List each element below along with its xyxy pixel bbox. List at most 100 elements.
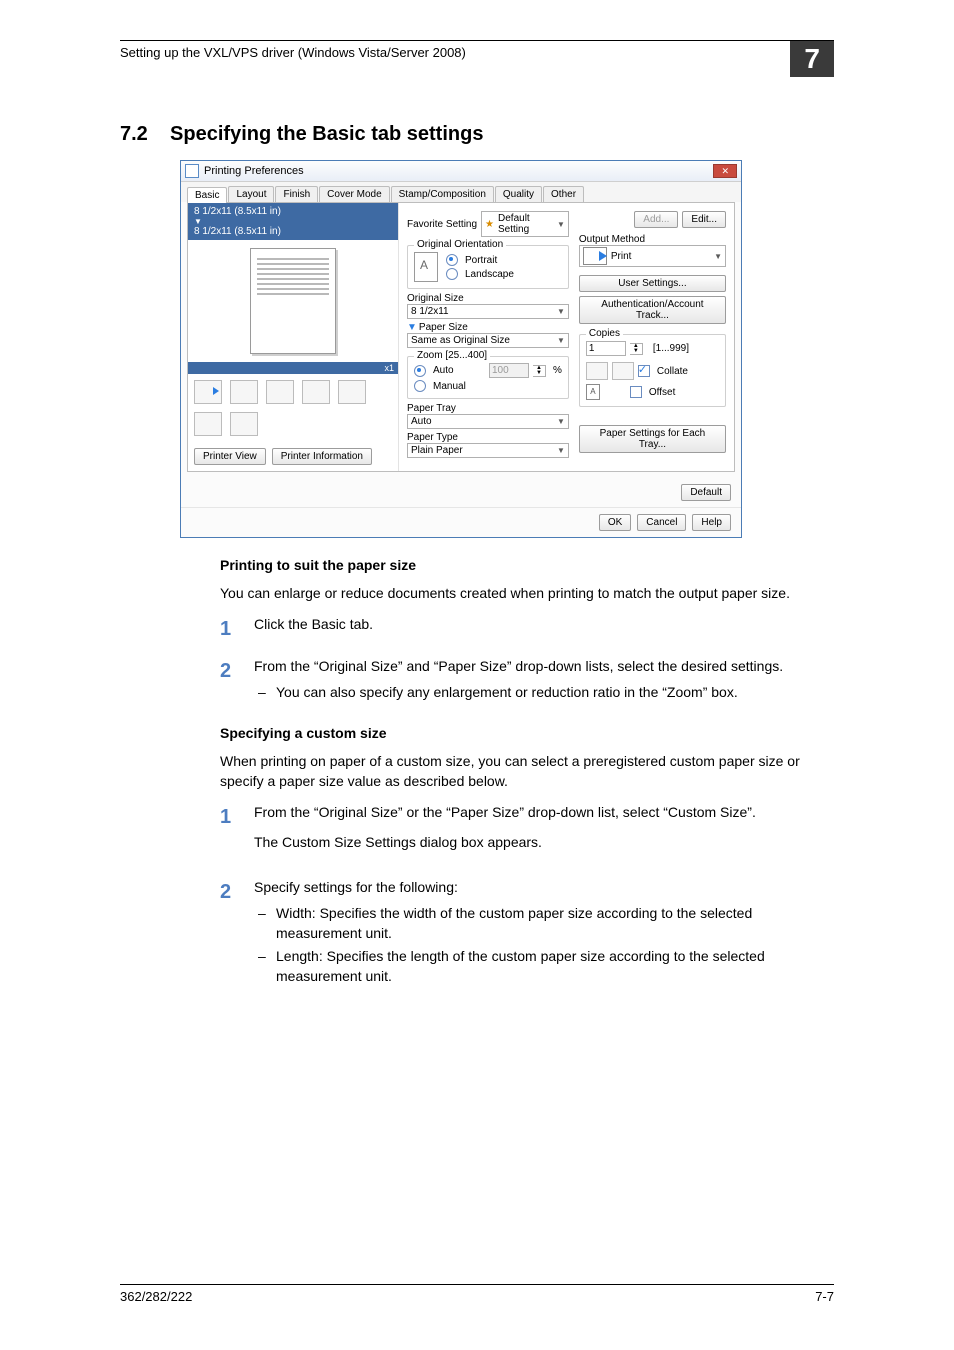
copies-value[interactable]: 1 [586,341,626,356]
chevron-down-icon: ▼ [557,307,565,316]
header-text: Setting up the VXL/VPS driver (Windows V… [120,45,466,60]
favorite-setting-dropdown[interactable]: ★ Default Setting ▼ [481,211,569,237]
close-icon[interactable]: ✕ [713,164,737,178]
paper-type-value: Plain Paper [411,445,557,456]
step-number: 2 [220,878,254,990]
section-heading: 7.2 Specifying the Basic tab settings [120,123,834,146]
copies-spinner[interactable]: ▲▼ [630,343,643,355]
favorite-setting-value: Default Setting [498,213,557,235]
tab-finish[interactable]: Finish [275,186,318,202]
chapter-number: 7 [790,41,834,77]
tab-basic[interactable]: Basic [187,187,227,203]
step-number: 2 [220,657,254,706]
page-preview [188,240,398,362]
preview-option-icon[interactable] [266,380,294,404]
zoom-manual-radio[interactable] [414,380,426,392]
default-button[interactable]: Default [681,484,731,501]
tab-stamp[interactable]: Stamp/Composition [391,186,494,202]
percent-label: % [553,365,562,376]
tab-quality[interactable]: Quality [495,186,542,202]
star-icon: ★ [485,219,494,230]
preview-option-icon[interactable] [302,380,330,404]
chevron-down-icon: ▼ [194,217,392,226]
paper-tray-dropdown[interactable]: Auto▼ [407,414,569,429]
original-size-dropdown[interactable]: 8 1/2x11▼ [407,304,569,319]
portrait-label: Portrait [465,255,497,266]
offset-checkbox[interactable] [630,386,642,398]
zoom-auto-radio[interactable] [414,365,426,377]
chevron-down-icon: ▼ [714,252,722,261]
copies-label: Copies [586,328,623,339]
orientation-label: Original Orientation [414,239,506,250]
collate-label: Collate [657,366,688,377]
zoom-label: Zoom [25...400] [414,350,490,361]
paper-settings-each-tray-button[interactable]: Paper Settings for Each Tray... [579,425,726,453]
tab-cover-mode[interactable]: Cover Mode [319,186,389,202]
user-settings-button[interactable]: User Settings... [579,275,726,292]
step-text: From the “Original Size” and “Paper Size… [254,657,834,677]
favorite-setting-label: Favorite Setting [407,219,477,230]
section-title: Specifying the Basic tab settings [170,123,483,145]
paper-size-value: Same as Original Size [411,335,557,346]
collate-icon [586,362,608,380]
orientation-icon [414,252,438,282]
zoom-auto-label: Auto [433,365,454,376]
chevron-down-icon: ▼ [557,417,565,426]
copies-range: [1...999] [653,343,689,354]
chevron-down-icon: ▼ [557,336,565,345]
cancel-button[interactable]: Cancel [637,514,686,531]
step-number: 1 [220,803,254,864]
zoom-value[interactable]: 100 [489,363,529,378]
offset-icon: A [586,384,600,400]
preview-option-icon[interactable] [230,380,258,404]
paper-type-label: Paper Type [407,432,569,443]
step-number: 1 [220,615,254,643]
printer-information-button[interactable]: Printer Information [272,448,372,465]
zoom-manual-label: Manual [433,381,466,392]
intro-1: You can enlarge or reduce documents crea… [220,584,834,604]
paper-size-dropdown[interactable]: Same as Original Size▼ [407,333,569,348]
collate-checkbox[interactable] [638,365,650,377]
preview-option-icon[interactable] [194,412,222,436]
subheading-custom-size: Specifying a custom size [220,724,834,744]
footer-right: 7-7 [815,1289,834,1304]
printer-view-button[interactable]: Printer View [194,448,266,465]
preview-size-2: 8 1/2x11 (8.5x11 in) [194,226,392,237]
preview-option-icon[interactable] [194,380,222,404]
auth-track-button[interactable]: Authentication/Account Track... [579,296,726,324]
sub-bullet: Length: Specifies the length of the cust… [254,947,834,986]
dialog-icon [185,164,199,178]
help-button[interactable]: Help [692,514,731,531]
tab-layout[interactable]: Layout [228,186,274,202]
step-text: From the “Original Size” or the “Paper S… [254,803,834,823]
landscape-label: Landscape [465,269,514,280]
tab-other[interactable]: Other [543,186,584,202]
edit-button[interactable]: Edit... [682,211,726,228]
subheading-paper-size: Printing to suit the paper size [220,556,834,576]
sub-bullet: Width: Specifies the width of the custom… [254,904,834,943]
preview-size-1: 8 1/2x11 (8.5x11 in) [194,206,392,217]
paper-tray-label: Paper Tray [407,403,569,414]
preview-option-icon[interactable] [230,412,258,436]
output-method-value: Print [611,251,710,262]
footer-left: 362/282/222 [120,1289,192,1304]
collate-icon [612,362,634,380]
step-text: Click the Basic tab. [254,615,834,643]
landscape-radio[interactable] [446,268,458,280]
portrait-radio[interactable] [446,254,458,266]
tab-strip: Basic Layout Finish Cover Mode Stamp/Com… [181,182,741,202]
original-size-value: 8 1/2x11 [411,306,557,317]
dialog-screenshot: Printing Preferences ✕ Basic Layout Fini… [180,160,834,538]
print-icon [583,247,607,265]
section-number: 7.2 [120,123,148,145]
output-method-dropdown[interactable]: Print ▼ [579,245,726,267]
paper-type-dropdown[interactable]: Plain Paper▼ [407,443,569,458]
step-text: Specify settings for the following: [254,878,834,898]
add-button[interactable]: Add... [634,211,678,228]
preview-option-icon[interactable] [338,380,366,404]
ok-button[interactable]: OK [599,514,631,531]
chevron-down-icon: ▼ [557,220,565,229]
paper-tray-value: Auto [411,416,557,427]
offset-label: Offset [649,387,676,398]
zoom-spinner[interactable]: ▲▼ [533,365,546,377]
